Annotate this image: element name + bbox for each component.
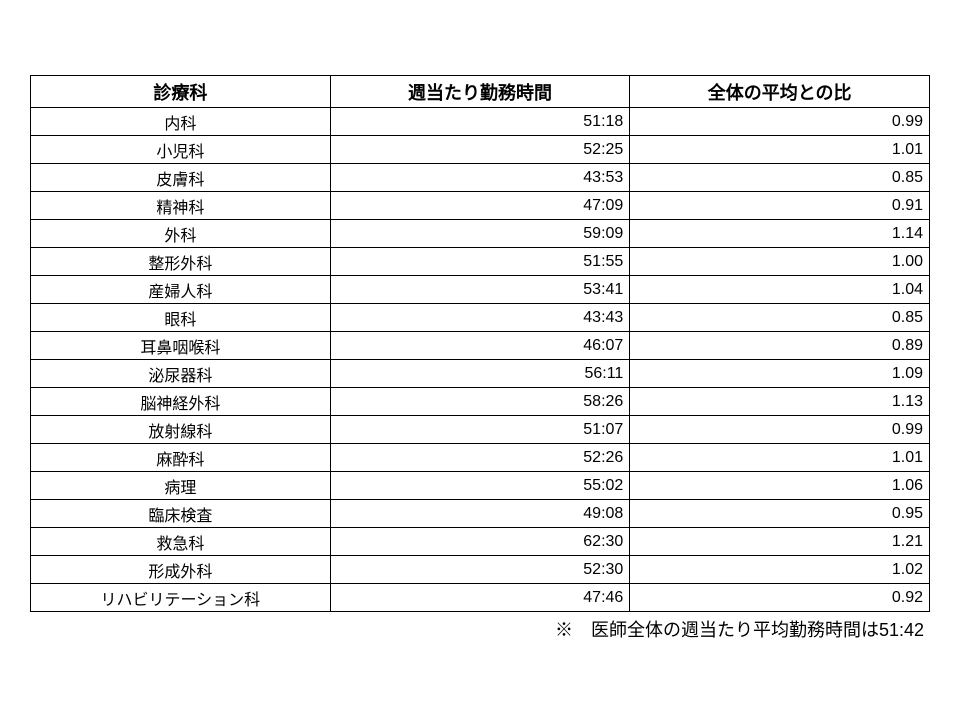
table-row: リハビリテーション科47:460.92 [31,584,930,612]
cell-hours: 55:02 [330,472,630,500]
cell-ratio: 1.01 [630,136,930,164]
cell-department: 皮膚科 [31,164,331,192]
cell-ratio: 0.99 [630,416,930,444]
cell-department: 外科 [31,220,331,248]
cell-hours: 47:46 [330,584,630,612]
cell-department: 形成外科 [31,556,331,584]
col-header-hours: 週当たり勤務時間 [330,76,630,108]
cell-department: 泌尿器科 [31,360,331,388]
cell-ratio: 0.92 [630,584,930,612]
cell-ratio: 0.85 [630,164,930,192]
table-body: 内科51:180.99小児科52:251.01皮膚科43:530.85精神科47… [31,108,930,612]
cell-ratio: 1.06 [630,472,930,500]
cell-hours: 51:55 [330,248,630,276]
cell-ratio: 1.00 [630,248,930,276]
cell-ratio: 1.01 [630,444,930,472]
cell-department: 病理 [31,472,331,500]
table-row: 麻酔科52:261.01 [31,444,930,472]
cell-hours: 43:43 [330,304,630,332]
cell-department: 精神科 [31,192,331,220]
table-row: 外科59:091.14 [31,220,930,248]
cell-department: 臨床検査 [31,500,331,528]
cell-hours: 59:09 [330,220,630,248]
table-row: 整形外科51:551.00 [31,248,930,276]
cell-department: 救急科 [31,528,331,556]
cell-hours: 47:09 [330,192,630,220]
cell-ratio: 1.13 [630,388,930,416]
table-row: 形成外科52:301.02 [31,556,930,584]
cell-hours: 51:07 [330,416,630,444]
cell-hours: 52:25 [330,136,630,164]
cell-hours: 62:30 [330,528,630,556]
table-row: 脳神経外科58:261.13 [31,388,930,416]
cell-department: 麻酔科 [31,444,331,472]
cell-department: 脳神経外科 [31,388,331,416]
cell-ratio: 0.89 [630,332,930,360]
cell-department: 整形外科 [31,248,331,276]
table-row: 病理55:021.06 [31,472,930,500]
cell-ratio: 1.02 [630,556,930,584]
cell-hours: 49:08 [330,500,630,528]
cell-hours: 58:26 [330,388,630,416]
cell-department: 耳鼻咽喉科 [31,332,331,360]
table-row: 耳鼻咽喉科46:070.89 [31,332,930,360]
cell-hours: 51:18 [330,108,630,136]
department-hours-table: 診療科 週当たり勤務時間 全体の平均との比 内科51:180.99小児科52:2… [30,75,930,612]
cell-hours: 43:53 [330,164,630,192]
cell-department: 放射線科 [31,416,331,444]
cell-department: 産婦人科 [31,276,331,304]
col-header-department: 診療科 [31,76,331,108]
cell-ratio: 0.99 [630,108,930,136]
table-row: 小児科52:251.01 [31,136,930,164]
cell-department: リハビリテーション科 [31,584,331,612]
cell-hours: 56:11 [330,360,630,388]
cell-hours: 46:07 [330,332,630,360]
table-row: 産婦人科53:411.04 [31,276,930,304]
cell-ratio: 0.91 [630,192,930,220]
table-row: 内科51:180.99 [31,108,930,136]
table-header-row: 診療科 週当たり勤務時間 全体の平均との比 [31,76,930,108]
cell-hours: 52:30 [330,556,630,584]
col-header-ratio: 全体の平均との比 [630,76,930,108]
table-row: 泌尿器科56:111.09 [31,360,930,388]
table-row: 臨床検査49:080.95 [31,500,930,528]
cell-department: 眼科 [31,304,331,332]
table-row: 皮膚科43:530.85 [31,164,930,192]
cell-ratio: 1.14 [630,220,930,248]
footnote: ※ 医師全体の週当たり平均勤務時間は51:42 [30,616,930,642]
cell-department: 内科 [31,108,331,136]
cell-ratio: 0.85 [630,304,930,332]
cell-hours: 53:41 [330,276,630,304]
table-row: 放射線科51:070.99 [31,416,930,444]
table-row: 眼科43:430.85 [31,304,930,332]
table-row: 救急科62:301.21 [31,528,930,556]
cell-ratio: 1.04 [630,276,930,304]
cell-ratio: 1.09 [630,360,930,388]
cell-department: 小児科 [31,136,331,164]
cell-ratio: 1.21 [630,528,930,556]
cell-hours: 52:26 [330,444,630,472]
table-row: 精神科47:090.91 [31,192,930,220]
cell-ratio: 0.95 [630,500,930,528]
